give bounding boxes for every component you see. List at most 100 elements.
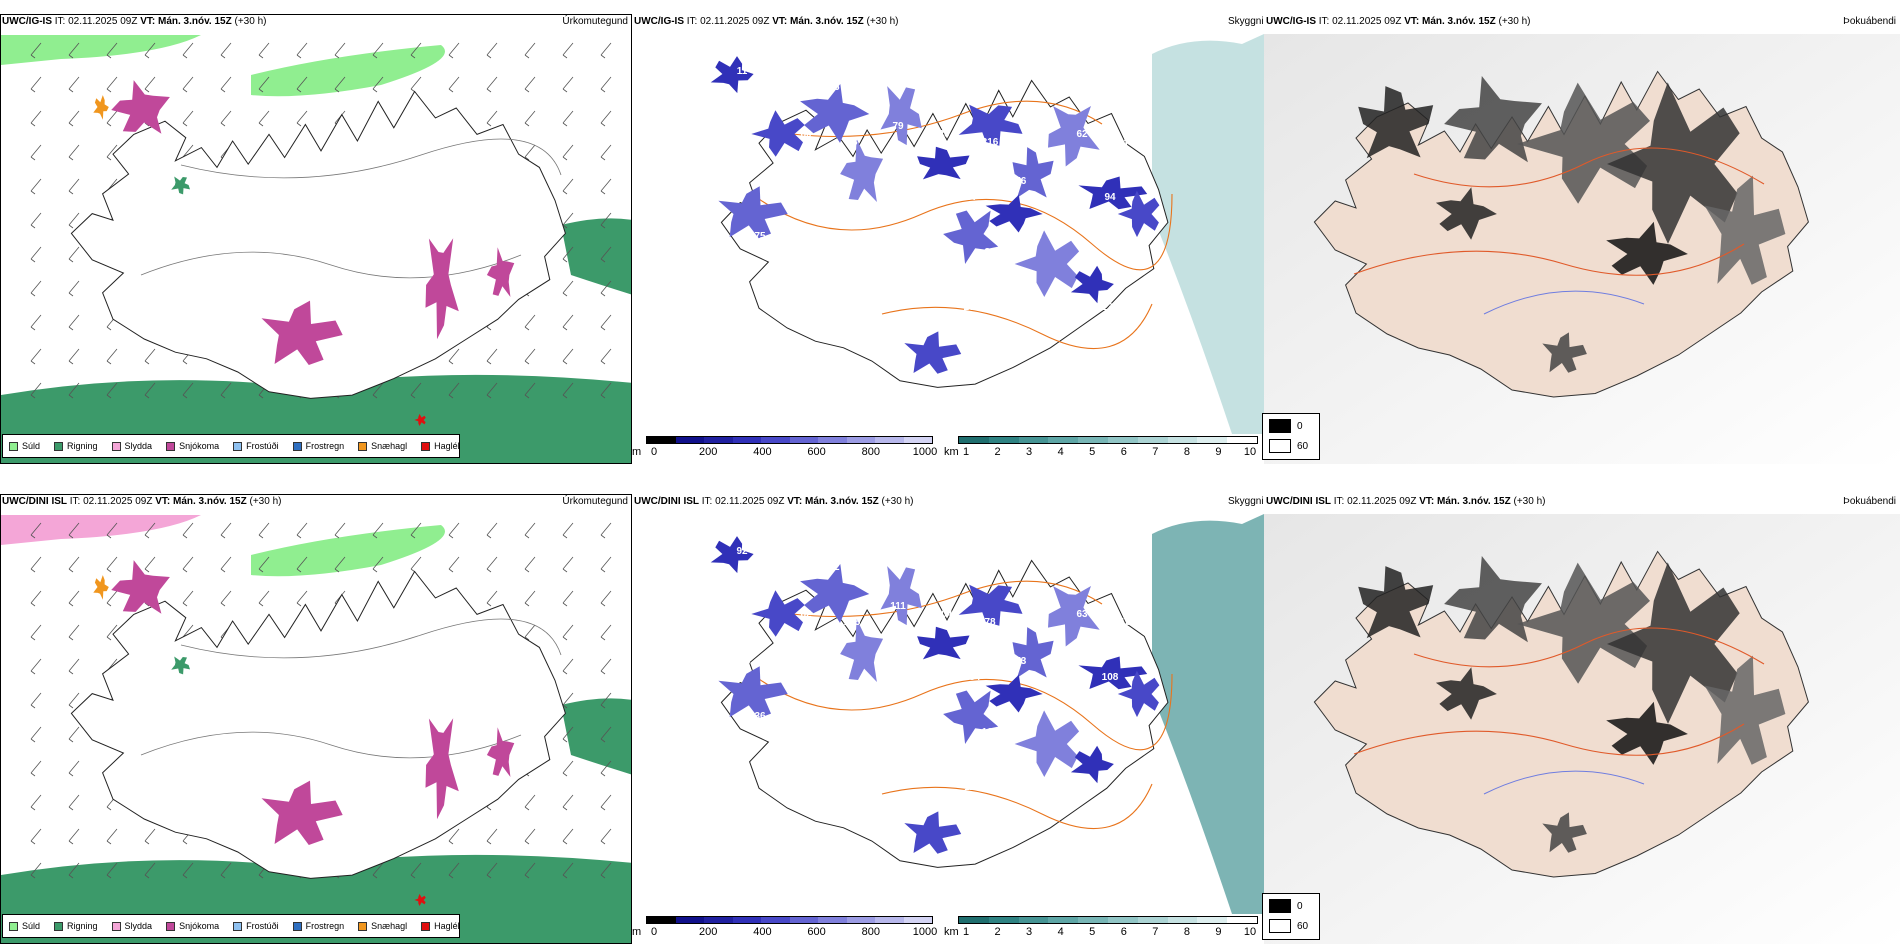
cloud-base-label: 49 [874,546,886,557]
cloud-base-label: 57 [736,176,748,187]
wind-barb [600,862,612,879]
colorbar-unit: m [632,446,642,458]
colorbar-segment [1078,917,1108,923]
wind-barb [106,590,118,607]
legend-swatch [292,441,302,451]
road-line [1413,627,1765,668]
wind-barb [486,828,498,845]
cloud-base-label: 57 [920,554,932,565]
wind-barb [600,246,612,263]
cloud-base-label: 65 [1030,231,1042,242]
cloud-base-label: 82 [1122,727,1134,738]
cloud-base-label: 36 [754,711,766,722]
wind-barb [562,178,574,195]
legend-swatch [358,921,368,931]
wind-barb [68,692,80,709]
model-name: UWC/IG-IS [1266,16,1316,27]
legend-item: Súld [9,441,40,451]
cloud-base-label: 174 [734,766,751,777]
wind-barb [600,556,612,573]
wind-barb [68,246,80,263]
cloud-base-label: 77 [1104,82,1116,93]
road-line [1353,243,1745,276]
cloud-base-panel-row2: 92 165 82 49 57 54 107 68 59 55 62 105 111 104 78 62 63 1… [632,494,1264,944]
cloud-base-label: 68 [846,137,858,148]
wind-barb [220,76,232,93]
legend-swatch [9,441,18,451]
valid-time: VT: Mán. 3.nóv. 15Z [1404,16,1496,27]
low-cloud-area [1078,656,1148,690]
wind-barb [106,624,118,641]
wind-barb [68,314,80,331]
wind-barb [372,556,384,573]
wind-barb [562,828,574,845]
lead-time: (+30 h) [1498,16,1531,27]
wind-barb [68,348,80,365]
wind-barb [68,624,80,641]
wind-barb [600,692,612,709]
wind-barb [182,522,194,539]
init-time: IT: 02.11.2025 09Z [686,16,770,27]
wind-barb [68,212,80,229]
fog-area [1607,82,1740,244]
colorbar-tick: 800 [861,446,880,458]
cloud-base-label: 55 [754,601,766,612]
legend-swatch [292,921,302,931]
colorbar-segment [1197,437,1228,443]
init-time: IT: 02.11.2025 09Z [1318,16,1402,27]
wind-barb [30,828,42,845]
colorbar-segment [704,437,733,443]
wind-barb [68,828,80,845]
visibility-colorbar: km 1 2 3 4 5 6 7 8 9 10 [944,916,1262,942]
wind-barb [600,658,612,675]
precip-type-panel-row1: UWC/IG-IS IT: 02.11.2025 09Z VT: Mán. 3.… [0,14,632,464]
legend-swatch [421,441,431,451]
wind-barb [562,658,574,675]
fog-area [1517,562,1650,684]
wind-barb [30,590,42,607]
wind-barb [524,828,536,845]
fog-map-row1 [1264,14,1900,464]
low-cloud-area [943,690,999,744]
colorbar-tick: 5 [1089,926,1096,938]
fog-legend-label: 60 [1297,920,1309,932]
precip-map-row2 [0,494,632,944]
colorbar-segment [1227,437,1257,443]
wind-barb [220,42,232,59]
road-line [791,580,1103,617]
wind-barb [258,522,270,539]
snow-area [425,718,459,820]
low-cloud-area [840,618,884,682]
legend-swatch [233,441,243,451]
cloud-base-label: 104 [936,609,953,620]
fog-area [1444,76,1542,163]
cloud-base-label: 87 [966,192,978,203]
cloud-base-label: 626 [918,774,935,785]
colorbar-segment [647,437,676,443]
colorbar-tick: 1000 [912,926,938,938]
cloud-base-label: 296 [872,766,889,777]
low-cloud-area [1012,627,1054,678]
cloud-base-label: 62 [1030,601,1042,612]
panel-header: UWC/DINI ISL IT: 02.11.2025 09Z VT: Mán.… [634,496,913,507]
wind-barb [524,314,536,331]
colorbar-segment [789,917,818,923]
model-name: UWC/DINI ISL [1266,496,1331,507]
visibility-colorbar: km 1 2 3 4 5 6 7 8 9 10 [944,436,1262,462]
wind-barb [372,862,384,879]
cloud-base-label: 66 [1058,74,1070,85]
cloud-base-label: 90 [1030,711,1042,722]
cloud-base-label: 111 [890,601,906,612]
low-cloud-area [718,186,788,239]
fog-area [1542,812,1587,853]
cloud-base-label: 181 [826,302,843,313]
wind-barb [30,556,42,573]
wind-barb [600,110,612,127]
wind-barb [68,76,80,93]
valid-time: VT: Mán. 3.nóv. 15Z [1419,496,1511,507]
wind-barb [562,144,574,161]
wind-barb [106,862,118,879]
low-cloud-area [1048,586,1100,647]
cloud-base-label: 102 [982,727,999,738]
cloud-base-label: 88 [984,247,996,258]
